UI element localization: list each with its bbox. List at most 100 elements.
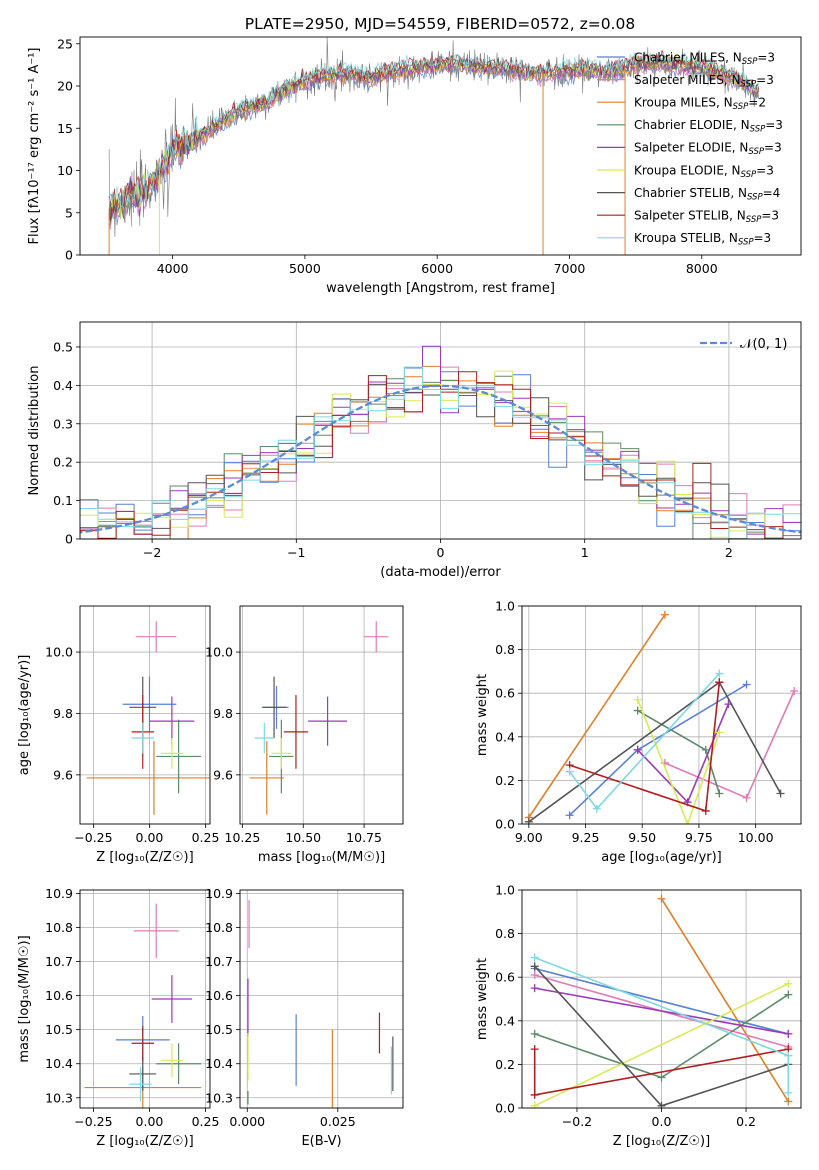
spectrum-plot-area — [108, 37, 760, 255]
axes-frame — [79, 605, 211, 825]
legend-entry: Kroupa ELODIE, NSSP=3 — [634, 163, 774, 180]
errorbar-point-elodie_kroupa — [160, 738, 184, 769]
legend-tail: =3 — [757, 50, 775, 64]
weight-marker — [742, 680, 751, 689]
legend-text: Kroupa MILES, N — [634, 96, 733, 110]
x-tick-label: 8000 — [686, 261, 718, 276]
x-tick-label: −0.25 — [74, 1114, 112, 1129]
errorbar-point-stelib_kroupa — [129, 1067, 152, 1102]
x-axis-label: mass [log₁₀(M/M☉)] — [258, 850, 385, 865]
weight-marker — [530, 1101, 539, 1108]
legend-entry: Salpeter ELODIE, NSSP=3 — [634, 141, 782, 158]
histogram-stelib_kroupa — [80, 366, 801, 539]
histogram-elodie_salpeter — [80, 345, 801, 539]
errorbar-point-miles_kroupa — [86, 741, 210, 815]
x-tick-label: 6000 — [421, 261, 453, 276]
x-tick-label: −0.2 — [562, 1114, 592, 1129]
weight-marker — [530, 984, 539, 993]
weight-marker — [633, 706, 642, 715]
x-tick-label: 1 — [581, 545, 589, 560]
weight-marker — [784, 990, 793, 999]
y-tick-label: 0 — [65, 248, 73, 263]
weight-marker — [530, 1090, 539, 1099]
errorbar-point-elodie_chabrier — [156, 1043, 202, 1085]
weight-marker — [715, 678, 724, 687]
y-tick-label: 9.8 — [53, 706, 73, 721]
y-tick-label: 10 — [57, 163, 73, 178]
weight-marker — [592, 804, 601, 813]
axes-frame — [239, 889, 404, 1109]
x-tick-label: 0.000 — [229, 1114, 265, 1129]
weight-marker — [790, 687, 799, 696]
weight-marker — [715, 789, 724, 798]
age_vs_mass-plot-area — [249, 621, 389, 815]
weight-marker — [715, 669, 724, 678]
legend-tail: =2 — [748, 96, 766, 110]
y-tick-label: 10.4 — [45, 1056, 73, 1071]
x-tick-label: 0.00 — [136, 830, 164, 845]
y-tick-label: 25 — [57, 36, 73, 51]
residuals-panel: −2 −1 0 1 2 0 0.1 0.2 0.3 0.4 0.5 (data-model)/erro… — [27, 321, 802, 580]
legend-subscript: SSP — [746, 215, 762, 225]
weight_vs_Z-panel: −0.2 0.0 0.2 0.0 0.2 0.4 0.6 0.8 1.0 Z [log₁₀(Z/Z… — [475, 883, 802, 1149]
legend-text: Salpeter STELIB, N — [634, 209, 746, 223]
mass_vs_Z-plot-area — [84, 903, 202, 1108]
histogram-miles_salpeter — [80, 366, 801, 539]
x-axis-label: wavelength [Angstrom, rest frame] — [326, 281, 555, 296]
x-tick-label: 0.0 — [652, 1114, 672, 1129]
weight-marker — [530, 971, 539, 980]
x-tick-label: 9.25 — [572, 830, 600, 845]
x-tick-label: 10.25 — [225, 830, 261, 845]
y-tick-label: 10.7 — [205, 954, 233, 969]
y-tick-label: 0.3 — [53, 416, 73, 431]
x-tick-label: 5000 — [289, 261, 321, 276]
errorbar-point-stelib_chabrier — [261, 676, 287, 739]
weight-line-elodie_salpeter — [534, 987, 789, 1035]
x-axis-label: Z [log₁₀(Z/Z☉)] — [96, 1134, 193, 1149]
errorbar-point-elodie_salpeter — [308, 696, 348, 746]
x-tick-label: −1 — [287, 545, 305, 560]
weight-line-miles_kroupa — [660, 898, 789, 1102]
legend-tail: =3 — [756, 73, 774, 87]
legend-subscript: SSP — [747, 192, 763, 202]
weight_vs_age-panel: 9.00 9.25 9.50 9.75 10.00 0.0 0.2 0.4 0.6 0.8 1.0 a… — [475, 599, 802, 865]
x-axis-label: Z [log₁₀(Z/Z☉)] — [96, 850, 193, 865]
y-tick-label: 9.8 — [213, 706, 233, 721]
y-tick-label: 0.6 — [495, 970, 515, 985]
legend-subscript: SSP — [742, 57, 758, 67]
y-tick-label: 1.0 — [495, 883, 515, 898]
legend-subscript: SSP — [738, 238, 754, 248]
y-tick-label: 0.0 — [495, 817, 515, 832]
errorbar-point-stelib_salpeter — [283, 695, 309, 769]
weight-marker — [657, 1101, 666, 1108]
y-axis-label: mass weight — [475, 674, 490, 756]
errorbar-point-elodie_salpeter — [149, 696, 195, 746]
weight-marker — [530, 962, 539, 971]
weight-marker — [565, 767, 574, 776]
weight-marker — [784, 1088, 793, 1097]
legend-text: Kroupa ELODIE, N — [634, 163, 741, 177]
y-tick-label: 0.8 — [495, 642, 515, 657]
y-tick-label: 10.4 — [205, 1056, 233, 1071]
legend-tail: =3 — [764, 141, 782, 155]
legend-text: Chabrier ELODIE, N — [634, 118, 750, 132]
errorbar-point-miles_salpeter — [364, 621, 389, 653]
weight-marker — [683, 820, 692, 824]
legend-tail: =3 — [765, 118, 783, 132]
weight-marker — [660, 610, 669, 619]
weight-marker — [742, 793, 751, 802]
x-axis-label: E(B-V) — [301, 1134, 341, 1149]
y-tick-label: 20 — [57, 79, 73, 94]
weight-marker — [776, 789, 785, 798]
errorbar-point-stelib_kroupa — [254, 722, 275, 754]
y-tick-label: 10.8 — [205, 920, 233, 935]
weight-line-stelib_kroupa — [568, 673, 720, 810]
y-tick-label: 0.4 — [53, 378, 73, 393]
x-tick-label: 9.50 — [628, 830, 656, 845]
weight-marker — [784, 979, 793, 988]
weight-marker — [784, 1097, 793, 1106]
x-axis-label: Z [log₁₀(Z/Z☉)] — [613, 1134, 710, 1149]
legend-subscript: SSP — [741, 170, 757, 180]
